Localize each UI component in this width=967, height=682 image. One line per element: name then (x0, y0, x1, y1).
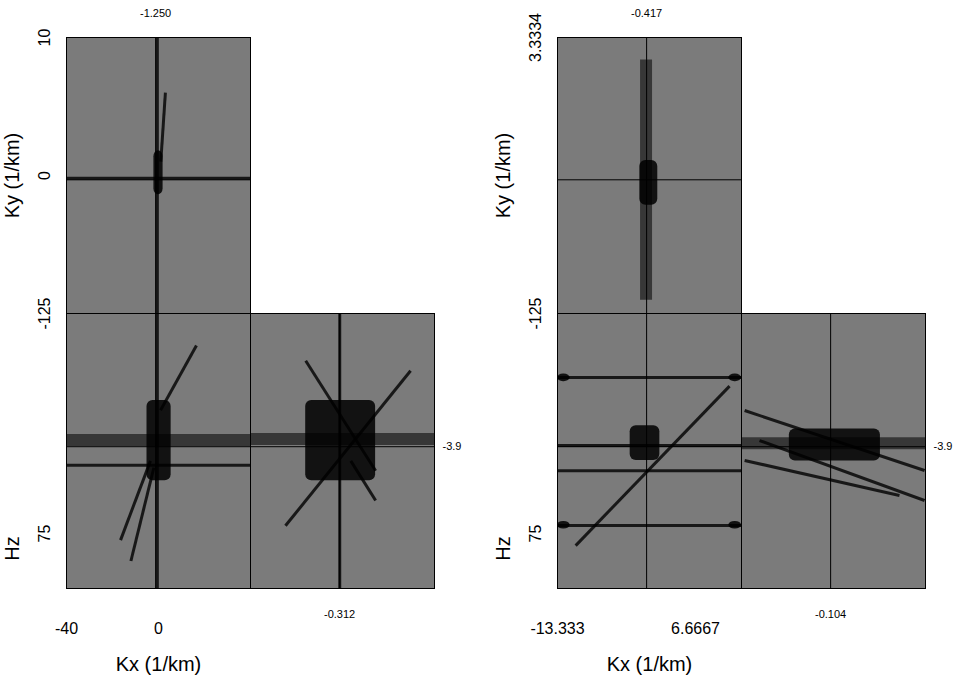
svg-text:75: 75 (36, 525, 53, 543)
svg-text:Kx (1/km): Kx (1/km) (116, 653, 202, 675)
svg-text:-1.250: -1.250 (140, 7, 171, 19)
svg-text:-125: -125 (527, 297, 544, 329)
svg-text:-0.104: -0.104 (815, 608, 846, 620)
svg-text:-125: -125 (36, 297, 53, 329)
svg-text:-40: -40 (55, 620, 78, 637)
svg-text:-3.9: -3.9 (443, 440, 462, 452)
svg-text:0: 0 (154, 620, 163, 637)
svg-text:3.3334: 3.3334 (527, 13, 544, 62)
svg-text:75: 75 (527, 525, 544, 543)
svg-text:Ky (1/km): Ky (1/km) (1, 133, 23, 219)
svg-text:-0.417: -0.417 (631, 7, 662, 19)
svg-text:Hz: Hz (1, 536, 23, 560)
svg-text:Ky (1/km): Ky (1/km) (492, 133, 514, 219)
svg-text:0: 0 (36, 171, 53, 180)
svg-text:-13.333: -13.333 (530, 620, 584, 637)
svg-text:-3.9: -3.9 (934, 440, 953, 452)
svg-text:-0.312: -0.312 (324, 608, 355, 620)
svg-text:6.6667: 6.6667 (671, 620, 720, 637)
svg-text:Hz: Hz (492, 536, 514, 560)
svg-text:10: 10 (36, 29, 53, 47)
svg-text:Kx (1/km): Kx (1/km) (607, 653, 693, 675)
